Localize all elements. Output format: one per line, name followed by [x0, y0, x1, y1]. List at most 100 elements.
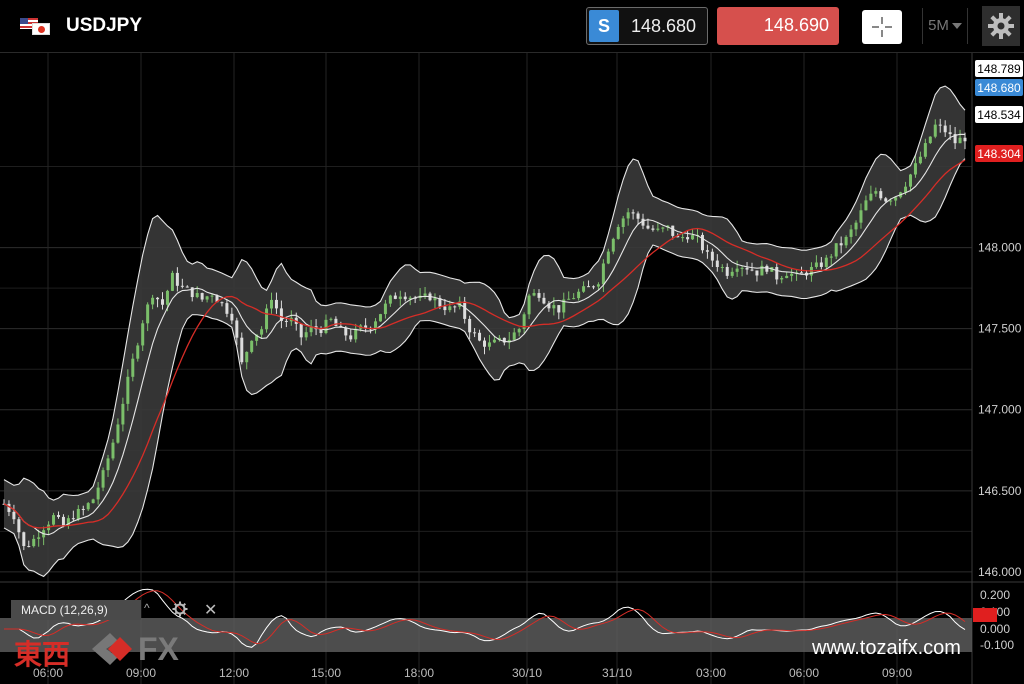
candle-body — [126, 376, 130, 404]
candle-body — [577, 291, 581, 299]
x-tick-label: 09:00 — [126, 666, 156, 680]
crosshair-button[interactable] — [862, 10, 902, 44]
price-chart[interactable]: 148.000 147.500 147.000 146.500 146.000 148.… — [0, 53, 1024, 684]
candle-body — [750, 269, 754, 271]
indicator-lines — [3, 85, 966, 578]
candle-body — [587, 286, 591, 288]
candle-body — [76, 508, 80, 520]
candle-body — [517, 329, 521, 333]
candle-body — [438, 298, 442, 307]
sell-button[interactable]: S 148.680 — [586, 7, 708, 45]
candle-body — [790, 273, 794, 276]
symbol-title[interactable]: USDJPY — [66, 15, 143, 36]
candle-body — [96, 487, 100, 500]
price-axis: 148.000 147.500 147.000 146.500 146.000 — [978, 241, 1022, 579]
candle-body — [497, 337, 501, 340]
candle-body — [136, 345, 140, 359]
candle-body — [552, 305, 556, 309]
candle-body — [631, 212, 635, 214]
candle-body — [319, 329, 323, 334]
candle-body — [32, 538, 36, 547]
us-flag-icon — [20, 18, 38, 29]
candle-body — [22, 532, 26, 547]
candle-body — [785, 275, 789, 279]
x-tick-label: 15:00 — [311, 666, 341, 680]
upper-band-line — [3, 85, 966, 501]
x-tick-label: 18:00 — [404, 666, 434, 680]
candle-body — [800, 272, 804, 274]
x-tick-label: 30/10 — [512, 666, 542, 680]
candle-body — [250, 340, 254, 352]
arrow-up-icon[interactable]: ^ — [144, 601, 150, 615]
middle-band-line — [3, 133, 966, 536]
candle-body — [646, 225, 650, 229]
candle-body — [156, 297, 160, 300]
candle-body — [715, 260, 719, 268]
macd-shade — [0, 618, 972, 652]
candle-body — [547, 303, 551, 309]
candle-body — [210, 295, 214, 297]
candle-body — [616, 227, 620, 239]
candle-body — [730, 271, 734, 276]
candle-body — [443, 306, 447, 311]
candle-body — [591, 286, 595, 288]
candle-body — [37, 537, 41, 539]
lower-band-line — [3, 158, 966, 578]
price-tag-bg — [975, 79, 1023, 96]
candle-body — [958, 137, 962, 144]
candle-body — [220, 302, 224, 304]
buy-button[interactable]: 148.690 — [717, 7, 839, 45]
y-tick-label: 147.500 — [978, 322, 1022, 336]
candle-body — [349, 335, 353, 340]
candle-body — [676, 235, 680, 238]
candle-body — [611, 238, 615, 252]
candle-body — [230, 313, 234, 321]
close-icon[interactable]: ✕ — [204, 602, 218, 619]
brand-logo: 東西 FX — [14, 625, 204, 671]
settings-button[interactable] — [982, 6, 1020, 46]
candle-body — [131, 358, 135, 377]
candle-body — [740, 267, 744, 269]
jp-flag-icon — [32, 23, 50, 35]
candle-body — [175, 272, 179, 286]
candle-body — [824, 257, 828, 267]
candle-body — [909, 174, 913, 187]
candle-body — [453, 306, 457, 308]
price-tag-moving-average: 148.304 — [977, 147, 1021, 161]
candle-body — [146, 304, 150, 324]
timeframe-value: 5M — [928, 17, 949, 34]
candle-body — [329, 318, 333, 320]
candle-body — [492, 339, 496, 343]
candle-body — [423, 293, 427, 296]
candle-body — [641, 218, 645, 226]
candle-body — [468, 318, 472, 333]
candle-body — [943, 125, 947, 133]
candle-body — [121, 403, 125, 425]
candle-body — [388, 295, 392, 304]
candle-body — [61, 516, 65, 527]
candle-body — [56, 515, 60, 517]
candle-body — [889, 200, 893, 202]
candle-body — [681, 237, 685, 239]
candle-body — [894, 197, 898, 201]
candle-body — [849, 229, 853, 237]
candle-body — [478, 332, 482, 341]
candle-body — [86, 503, 90, 510]
macd-signal-line — [4, 590, 966, 645]
candle-body — [255, 334, 259, 341]
candle-body — [398, 296, 402, 299]
candle-body — [705, 250, 709, 252]
candle-body — [507, 339, 511, 343]
candle-body — [190, 287, 194, 298]
candle-body — [7, 503, 11, 512]
candle-body — [245, 351, 249, 363]
candle-body — [106, 458, 110, 471]
gear-icon[interactable] — [172, 601, 188, 617]
macd-label[interactable]: MACD (12,26,9) — [11, 600, 141, 620]
candle-body — [364, 325, 368, 328]
logo-mark-icon — [92, 633, 132, 665]
candle-body — [151, 297, 155, 305]
candle-body — [161, 299, 165, 305]
timeframe-select[interactable]: 5M — [922, 8, 968, 44]
candle-body — [235, 320, 239, 338]
